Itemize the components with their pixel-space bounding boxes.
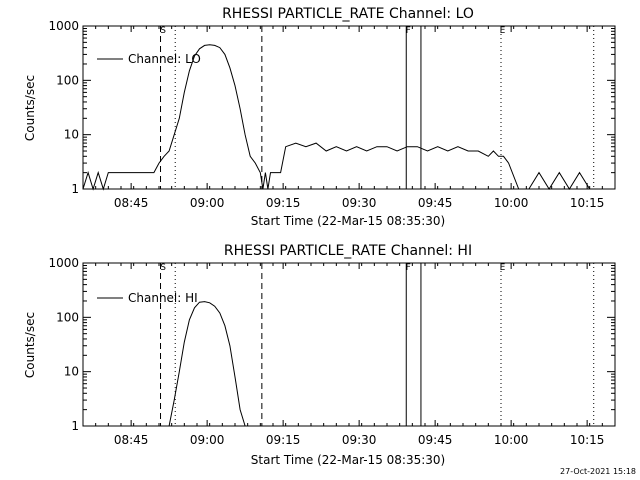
x-tick-label: 10:00 [494, 433, 529, 447]
x-tick-label: 09:45 [418, 433, 453, 447]
title-lo: RHESSI PARTICLE_RATE Channel: LO [222, 6, 474, 22]
event-marker-f: F [406, 26, 411, 36]
x-tick-label: 09:15 [266, 433, 301, 447]
y-tick-label: 1 [71, 182, 79, 196]
title-hi: RHESSI PARTICLE_RATE Channel: HI [224, 243, 472, 259]
x-tick-label: 09:45 [418, 196, 453, 210]
y-tick-label: 100 [56, 73, 79, 87]
legend-label-lo: Channel: LO [128, 52, 201, 66]
y-tick-label: 1 [71, 419, 79, 433]
y-tick-label: 1000 [48, 19, 79, 33]
x-ticks-hi: 08:45 09:00 09:15 09:30 09:45 10:00 10:15 [82, 263, 616, 447]
xlabel-lo: Start Time (22-Mar-15 08:35:30) [251, 214, 445, 228]
x-tick-label: 10:15 [570, 196, 605, 210]
event-marker-f: F [406, 263, 411, 273]
x-tick-label: 09:00 [190, 433, 225, 447]
y-tick-label: 1000 [48, 256, 79, 270]
y-ticks-hi: 1 10 100 1000 [48, 256, 615, 433]
y-tick-label: 10 [64, 365, 79, 379]
series-hi [168, 301, 246, 427]
ylabel-lo: Counts/sec [23, 75, 37, 141]
x-tick-label: 08:45 [114, 196, 149, 210]
ylabel-hi: Counts/sec [23, 312, 37, 378]
xlabel-hi: Start Time (22-Mar-15 08:35:30) [251, 453, 445, 467]
event-marker-s: S [160, 26, 166, 36]
x-ticks-lo: 08:45 09:00 09:15 09:30 09:45 10:00 10:15 [82, 26, 616, 210]
y-tick-label: 100 [56, 310, 79, 324]
series-line [82, 44, 591, 191]
panel-hi: RHESSI PARTICLE_RATE Channel: HI Counts/… [23, 243, 616, 467]
plot-frame-lo [82, 25, 616, 190]
x-tick-label: 09:30 [342, 196, 377, 210]
x-tick-label: 10:15 [570, 433, 605, 447]
x-tick-label: 09:15 [266, 196, 301, 210]
timestamp: 27-Oct-2021 15:18 [560, 467, 636, 476]
plot-frame-hi [82, 262, 616, 427]
x-tick-label: 09:30 [342, 433, 377, 447]
event-marker-e: E [500, 26, 506, 36]
series-lo [82, 44, 591, 191]
y-ticks-lo: 1 10 100 1000 [48, 19, 615, 196]
event-marker-s: S [160, 263, 166, 273]
x-tick-label: 10:00 [494, 196, 529, 210]
y-tick-label: 10 [64, 128, 79, 142]
event-marker-e: E [500, 263, 506, 273]
x-tick-label: 08:45 [114, 433, 149, 447]
panel-lo: RHESSI PARTICLE_RATE Channel: LO Counts/… [23, 6, 616, 228]
x-tick-label: 09:00 [190, 196, 225, 210]
series-line [168, 301, 246, 427]
legend-label-hi: Channel: HI [128, 291, 198, 305]
